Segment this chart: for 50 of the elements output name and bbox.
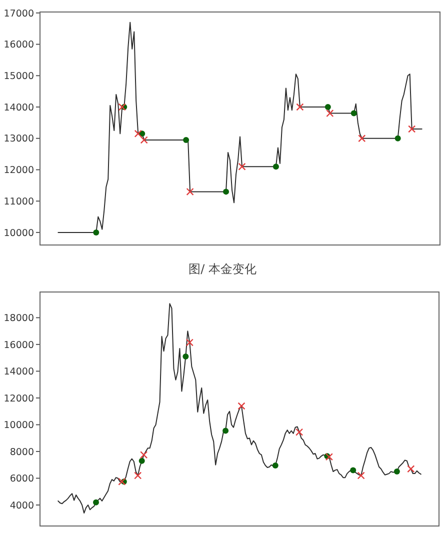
y-tick-label: 6000 <box>10 474 34 485</box>
point <box>118 478 126 486</box>
y-tick-label: 12000 <box>4 165 34 176</box>
point <box>93 499 100 506</box>
point <box>238 402 246 410</box>
point <box>326 109 334 118</box>
point <box>93 229 100 236</box>
point <box>394 135 401 142</box>
point <box>183 136 190 143</box>
text: 图/ 本金变化 <box>188 262 256 276</box>
point <box>325 453 333 461</box>
point <box>350 467 356 474</box>
y-tick-label: 15000 <box>4 70 34 82</box>
y-tick-label: 12000 <box>4 393 34 404</box>
y-tick-label: 18000 <box>4 313 34 324</box>
y-tick-label: 14000 <box>4 366 34 378</box>
y-tick-label: 11000 <box>4 196 34 208</box>
point <box>272 164 279 170</box>
point <box>118 103 126 111</box>
y-tick-label: 13000 <box>4 134 34 145</box>
point <box>358 134 366 142</box>
point <box>140 136 148 144</box>
point <box>357 472 365 480</box>
point <box>138 458 145 464</box>
point <box>272 462 278 469</box>
point <box>296 103 304 111</box>
point <box>295 428 304 436</box>
point <box>134 130 142 138</box>
point <box>238 162 246 170</box>
point <box>134 472 142 480</box>
y-tick-label: 16000 <box>4 40 34 51</box>
point <box>407 465 415 473</box>
point <box>186 188 194 196</box>
point <box>394 468 400 475</box>
line-series <box>58 303 422 514</box>
point <box>186 338 194 346</box>
y-tick-label: 4000 <box>10 500 34 512</box>
y-tick-label: 10000 <box>4 420 34 432</box>
point <box>223 188 230 195</box>
y-tick-label: 8000 <box>10 446 34 458</box>
y-tick-label: 10000 <box>4 228 34 239</box>
point <box>324 104 331 110</box>
point <box>140 451 148 459</box>
y-tick-label: 14000 <box>4 102 34 114</box>
point <box>182 353 189 360</box>
point <box>222 428 229 434</box>
point <box>408 125 416 133</box>
y-tick-label: 17000 <box>4 8 34 20</box>
y-tick-label: 16000 <box>4 340 34 351</box>
point <box>350 110 357 116</box>
